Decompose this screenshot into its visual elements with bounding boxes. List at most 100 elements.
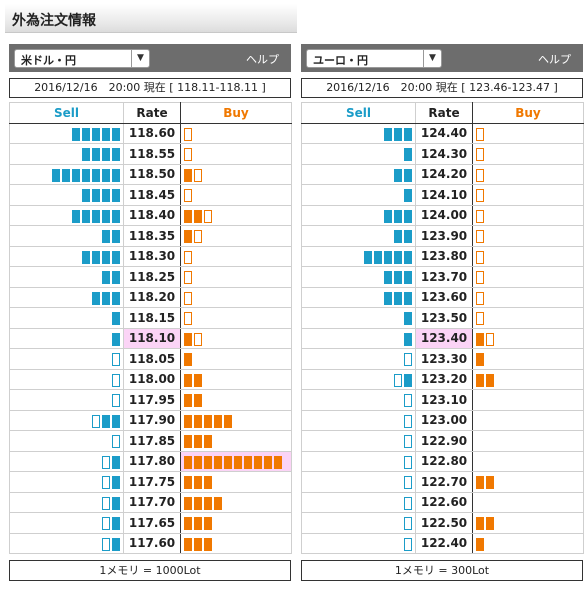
order-row: 122.70: [301, 471, 584, 493]
buy-volume-cell: [472, 389, 584, 411]
sell-volume-block: [384, 291, 392, 305]
sell-volume-cell: [9, 204, 124, 226]
sell-volume-block: [92, 209, 100, 223]
buy-volume-cell: [472, 307, 584, 329]
sell-volume-cell: [9, 143, 124, 165]
sell-volume-block: [384, 209, 392, 223]
rate-cell: 118.35: [123, 225, 181, 247]
buy-volume-block: [184, 435, 192, 449]
order-row: 124.10: [301, 184, 584, 206]
rate-cell: 123.40: [415, 327, 473, 349]
sell-volume-partial-block: [102, 455, 110, 469]
rate-cell: 118.55: [123, 143, 181, 165]
sell-volume-block: [92, 250, 100, 264]
sell-volume-cell: [301, 471, 416, 493]
sell-volume-block: [112, 332, 120, 346]
help-link[interactable]: ヘルプ: [246, 53, 279, 66]
buy-volume-cell: [472, 532, 584, 554]
buy-volume-cell: [472, 450, 584, 472]
rate-cell: 117.95: [123, 389, 181, 411]
buy-volume-partial-block: [486, 332, 494, 346]
rate-cell: 123.20: [415, 368, 473, 390]
sell-volume-block: [72, 209, 80, 223]
order-row: 118.50: [9, 163, 292, 185]
sell-volume-block: [384, 127, 392, 141]
buy-volume-partial-block: [476, 312, 484, 326]
buy-volume-block: [224, 455, 232, 469]
buy-volume-block: [194, 373, 202, 387]
sell-volume-block: [364, 250, 372, 264]
buy-volume-cell: [180, 122, 292, 144]
order-row: 117.95: [9, 389, 292, 411]
rate-cell: 118.30: [123, 245, 181, 267]
currency-pair-select[interactable]: ユーロ・円 ▼: [306, 49, 442, 68]
rate-cell: 122.90: [415, 430, 473, 452]
buy-volume-block: [214, 496, 222, 510]
rate-header: Rate: [415, 102, 473, 124]
rate-cell: 122.80: [415, 450, 473, 472]
sell-volume-cell: [301, 163, 416, 185]
buy-volume-block: [184, 332, 192, 346]
rate-cell: 118.20: [123, 286, 181, 308]
buy-volume-block: [184, 394, 192, 408]
help-link[interactable]: ヘルプ: [538, 53, 571, 66]
rate-cell: 118.45: [123, 184, 181, 206]
sell-volume-partial-block: [102, 496, 110, 510]
sell-volume-partial-block: [394, 373, 402, 387]
sell-volume-partial-block: [102, 537, 110, 551]
sell-volume-block: [92, 189, 100, 203]
page-title: 外為注文情報: [12, 13, 96, 29]
buy-volume-block: [214, 414, 222, 428]
rate-cell: 117.70: [123, 491, 181, 513]
order-rows: 118.60 118.55 118.50 118.45 118.40 118.35 118.…: [9, 122, 292, 554]
buy-volume-cell: [180, 532, 292, 554]
rate-cell: 124.40: [415, 122, 473, 144]
buy-volume-cell: [180, 389, 292, 411]
sell-volume-cell: [301, 143, 416, 165]
buy-volume-cell: [472, 163, 584, 185]
sell-volume-cell: [9, 389, 124, 411]
order-row: 124.40: [301, 122, 584, 144]
buy-volume-cell: [180, 204, 292, 226]
sell-volume-block: [112, 271, 120, 285]
sell-volume-partial-block: [404, 353, 412, 367]
buy-volume-block: [194, 414, 202, 428]
sell-volume-partial-block: [112, 394, 120, 408]
buy-volume-cell: [472, 225, 584, 247]
buy-volume-block: [184, 455, 192, 469]
order-row: 117.75: [9, 471, 292, 493]
panel-toolbar: ユーロ・円 ▼ ヘルプ: [301, 44, 583, 72]
sell-volume-cell: [301, 532, 416, 554]
buy-volume-partial-block: [184, 312, 192, 326]
rate-cell: 123.80: [415, 245, 473, 267]
sell-volume-block: [404, 127, 412, 141]
dropdown-arrow-icon[interactable]: ▼: [423, 50, 441, 67]
order-row: 122.80: [301, 450, 584, 472]
buy-volume-block: [476, 476, 484, 490]
buy-volume-block: [234, 455, 242, 469]
order-row: 122.90: [301, 430, 584, 452]
sell-volume-cell: [301, 266, 416, 288]
sell-volume-block: [92, 127, 100, 141]
order-row: 123.10: [301, 389, 584, 411]
buy-volume-cell: [472, 204, 584, 226]
buy-volume-block: [184, 476, 192, 490]
order-row: 118.25: [9, 266, 292, 288]
sell-volume-block: [112, 537, 120, 551]
currency-pair-select[interactable]: 米ドル・円 ▼: [14, 49, 150, 68]
order-row: 117.80: [9, 450, 292, 472]
order-row: 124.20: [301, 163, 584, 185]
buy-volume-partial-block: [476, 271, 484, 285]
dropdown-arrow-icon[interactable]: ▼: [131, 50, 149, 67]
rate-cell: 118.15: [123, 307, 181, 329]
buy-volume-block: [274, 455, 282, 469]
buy-volume-partial-block: [184, 127, 192, 141]
buy-volume-block: [264, 455, 272, 469]
sell-volume-block: [112, 127, 120, 141]
sell-volume-block: [394, 209, 402, 223]
sell-volume-block: [102, 168, 110, 182]
buy-volume-block: [184, 373, 192, 387]
sell-volume-block: [112, 414, 120, 428]
currency-pair-value: ユーロ・円: [313, 54, 368, 67]
buy-header: Buy: [180, 102, 292, 124]
